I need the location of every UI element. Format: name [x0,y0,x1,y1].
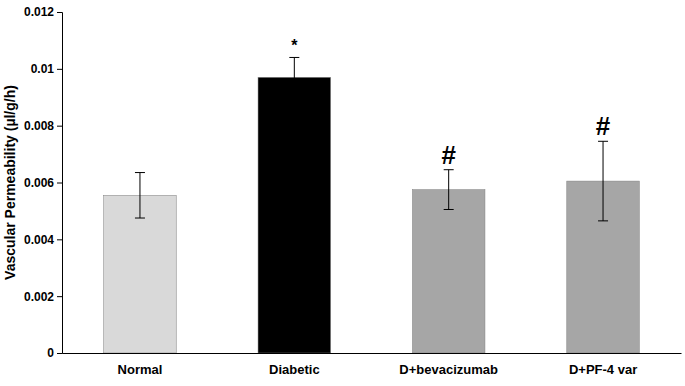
y-tick-label: 0.006 [24,176,54,190]
x-axis: Normal Diabetic D+bevacizumab D+PF-4 var [63,353,682,377]
chart: 0 0.002 0.004 0.006 0.008 0.01 0.012 Normal Diab… [0,0,685,386]
y-tick-label: 0.008 [24,119,54,133]
y-tick-label: 0.002 [24,290,54,304]
error-bar-line [603,141,604,221]
y-tick-mark [57,12,62,13]
x-tick: Normal [118,353,163,377]
y-axis: 0 0.002 0.004 0.006 0.008 0.01 0.012 [24,5,63,360]
y-tick-mark [57,239,62,240]
y-tick-mark [57,183,62,184]
x-tick-label: Diabetic [269,362,320,377]
x-tick: D+PF-4 var [569,353,637,377]
y-axis-title: Vascular Permeability (µl/g/h) [2,85,18,280]
y-tick-mark [57,353,62,354]
x-tick-label: D+bevacizumab [399,362,498,377]
error-bar-cap [444,209,454,210]
annotation: # [596,111,611,141]
y-tick-label: 0.012 [24,5,54,19]
y-tick-mark [57,126,62,127]
error-bar [444,170,454,210]
error-bar [598,141,608,221]
error-bar-line [294,57,295,97]
y-tick-label: 0 [47,346,54,360]
error-bar-line [448,170,449,210]
y-tick: 0.008 [24,119,62,133]
y-tick-label: 0.01 [31,62,55,76]
plot: 0 0.002 0.004 0.006 0.008 0.01 0.012 Normal Diab… [24,5,682,377]
bar [258,77,331,353]
x-tick: Diabetic [269,353,320,377]
bar [104,195,177,353]
x-tick: D+bevacizumab [399,353,498,377]
error-bar [289,57,299,97]
annotation: # [441,140,456,170]
annotations: * # # [291,37,611,169]
error-bar-cap [135,172,145,173]
annotation: * [291,37,298,54]
y-axis-line [57,13,63,354]
y-tick: 0.012 [24,5,62,19]
error-bar-cap [135,218,145,219]
y-tick-label: 0.004 [24,233,54,247]
y-tick: 0.006 [24,176,62,190]
error-bar-cap [289,57,299,58]
y-tick: 0.002 [24,290,62,304]
y-tick-mark [57,69,62,70]
bar [412,190,485,353]
x-tick-label: D+PF-4 var [569,362,637,377]
y-tick: 0.01 [31,62,62,76]
error-bar-cap [598,220,608,221]
y-tick: 0.004 [24,233,62,247]
y-tick-mark [57,296,62,297]
error-bar-cap [289,97,299,98]
y-tick: 0 [47,346,62,360]
error-bar-line [139,173,140,218]
x-tick-label: Normal [118,362,163,377]
error-bar [135,173,145,218]
marks [104,57,640,353]
x-axis-line [63,353,682,354]
